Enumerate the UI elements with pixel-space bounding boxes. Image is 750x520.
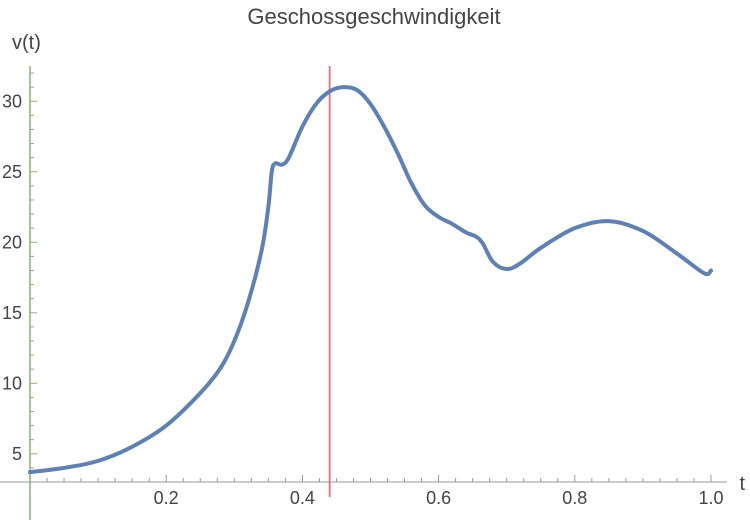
x-tick-label: 0.4 (290, 488, 315, 508)
x-axis-label: t (739, 473, 745, 495)
series-line (28, 85, 713, 475)
y-axis-label: v(t) (12, 32, 41, 54)
y-tick-label: 15 (2, 303, 22, 323)
x-axis: 0.2 0.4 0.6 0.8 1.0 (0, 475, 727, 508)
y-tick-label: 5 (12, 444, 22, 464)
x-tick-label: 0.8 (562, 488, 587, 508)
x-tick-label: 0.6 (426, 488, 451, 508)
series-group (28, 85, 713, 475)
y-tick-label: 20 (2, 232, 22, 252)
y-tick-label: 30 (2, 91, 22, 111)
chart-title: Geschossgeschwindigkeit (247, 4, 500, 29)
y-tick-label: 25 (2, 162, 22, 182)
x-tick-label: 1.0 (698, 488, 723, 508)
y-axis: 5 10 15 20 25 30 (2, 66, 37, 520)
y-tick-label: 10 (2, 373, 22, 393)
x-tick-label: 0.2 (154, 488, 179, 508)
